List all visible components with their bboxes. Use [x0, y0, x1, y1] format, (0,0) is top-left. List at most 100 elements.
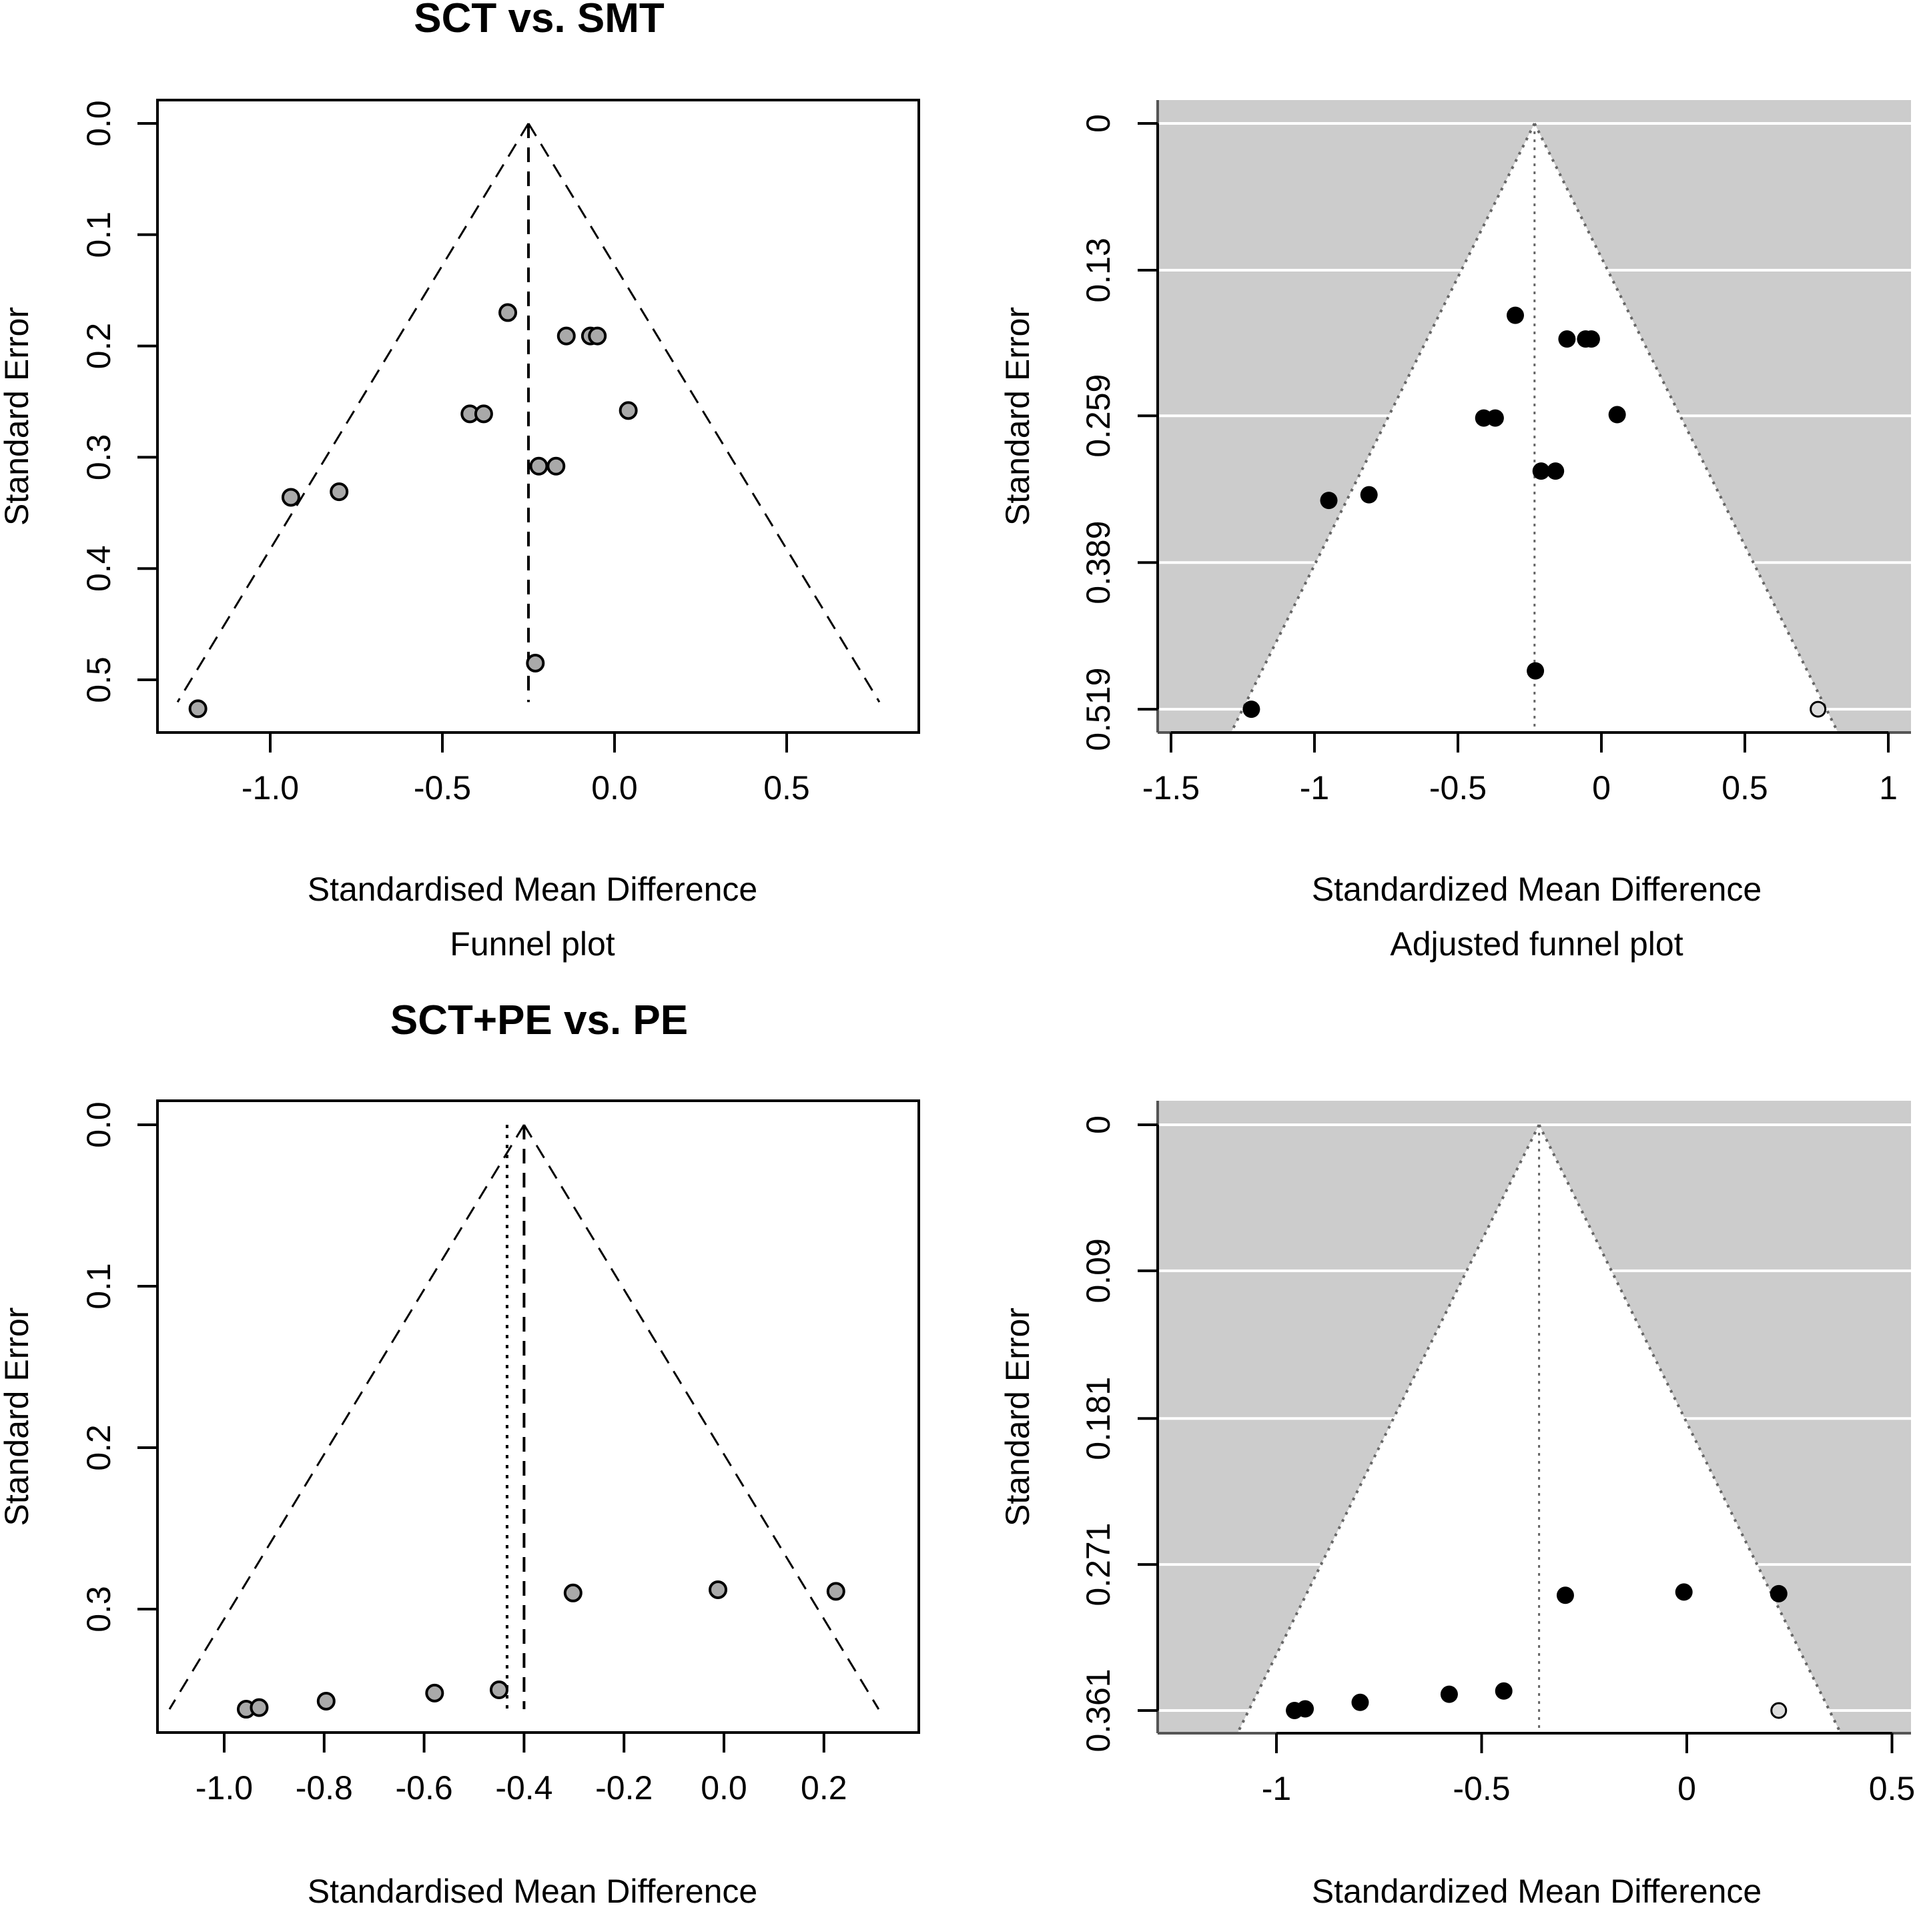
x-tick-label: 0.5 — [763, 769, 810, 807]
x-tick-label: -0.2 — [595, 1769, 653, 1807]
study-point — [1547, 462, 1565, 480]
chart-title: SCT+PE vs. PE — [390, 997, 688, 1043]
x-tick-label: -1.0 — [242, 769, 299, 807]
y-tick-label: 0.13 — [1080, 237, 1117, 302]
x-tick-label: 0.5 — [1721, 769, 1768, 807]
study-point — [563, 1583, 583, 1602]
study-point — [1242, 700, 1260, 718]
x-tick-label: 0.5 — [1869, 1770, 1915, 1807]
imputed-study-point — [1770, 1702, 1788, 1719]
y-tick-label: 0.0 — [80, 1101, 117, 1148]
study-point — [330, 482, 349, 502]
x-tick-label: 0 — [1592, 769, 1611, 807]
x-tick-label: -0.8 — [296, 1769, 353, 1807]
x-tick-label: 0.2 — [801, 1769, 847, 1807]
y-tick-label: 0.2 — [80, 1424, 117, 1471]
study-point — [1507, 306, 1524, 324]
funnel-right-edge — [1537, 1124, 1842, 1734]
study-point — [619, 401, 638, 420]
panel-sct-vs-smt-adjusted-funnel: -1.5 -1 -0.5 0 0.5 1 0 0.13 0.259 0.389 0.519 Stand… — [999, 100, 1911, 963]
x-tick-label: 0.0 — [591, 769, 638, 807]
plot-subtitle: Funnel plot — [450, 925, 615, 963]
imputed-study-point — [1810, 700, 1827, 718]
study-point — [1675, 1583, 1693, 1601]
study-point — [1558, 330, 1576, 348]
x-tick-label: -0.4 — [495, 1769, 552, 1807]
funnel-left-edge — [168, 1124, 525, 1710]
y-tick-label: 0.4 — [80, 545, 117, 592]
plot-box — [156, 1099, 920, 1734]
study-point — [709, 1580, 728, 1599]
study-point — [526, 653, 545, 672]
study-point — [316, 1691, 336, 1711]
y-tick-label: 0.1 — [80, 211, 117, 258]
y-tick-label: 0.2 — [80, 323, 117, 370]
x-tick-label: -0.5 — [1453, 1770, 1510, 1807]
x-tick-label: -1 — [1262, 1770, 1291, 1807]
y-tick-label: 0.389 — [1080, 521, 1117, 604]
study-point — [1556, 1586, 1574, 1604]
chart-title: SCT vs. SMT — [414, 0, 665, 41]
y-tick-label: 0 — [1080, 1115, 1117, 1134]
plot-subtitle: Funnel plot — [450, 1927, 615, 1932]
y-tick-label: 0.3 — [80, 434, 117, 481]
x-tick-label: -0.5 — [1429, 769, 1487, 807]
study-point — [188, 699, 208, 718]
y-axis-label: Standard Error — [999, 307, 1036, 526]
x-axis-label: Standardized Mean Difference — [1312, 871, 1762, 908]
funnel-left-edge — [1230, 123, 1536, 733]
x-tick-label: -1.5 — [1142, 769, 1200, 807]
study-point — [1486, 409, 1504, 427]
plot-subtitle: Adjusted funnel plot — [1390, 925, 1683, 963]
y-tick-label: 0.271 — [1080, 1523, 1117, 1606]
study-point — [1527, 662, 1545, 680]
plot-subtitle: Adjusted funnel plot — [1390, 1927, 1683, 1932]
x-tick-label: -1 — [1300, 769, 1329, 807]
study-point — [588, 326, 607, 346]
x-tick-label: 1 — [1879, 769, 1898, 807]
study-point — [1360, 486, 1378, 504]
study-point — [425, 1683, 444, 1703]
y-axis-label: Standard Error — [999, 1308, 1036, 1526]
study-point — [250, 1698, 269, 1717]
study-point — [1608, 406, 1626, 424]
study-point — [1440, 1685, 1458, 1703]
funnel-right-edge — [1533, 123, 1840, 733]
y-axis-label: Standard Error — [0, 1308, 35, 1526]
x-tick-label: 0.0 — [701, 1769, 747, 1807]
study-point — [1582, 330, 1600, 348]
funnel-left-edge — [1236, 1124, 1541, 1734]
y-tick-label: 0.09 — [1080, 1238, 1117, 1303]
y-tick-label: 0.259 — [1080, 374, 1117, 458]
study-point — [826, 1582, 845, 1601]
panel-sctpe-vs-pe-funnel: SCT+PE vs. PE -1.0 -0.8 -0.6 -0.4 -0.2 0.0 0.2 0… — [0, 997, 920, 1932]
panel-sct-vs-smt-funnel: SCT vs. SMT -1.0 -0.5 0.0 0.5 0.0 0.1 0.2 0.3 0.4… — [0, 0, 920, 963]
study-point — [1770, 1584, 1788, 1602]
x-axis-label: Standardised Mean Difference — [308, 871, 758, 908]
x-tick-label: -0.5 — [414, 769, 471, 807]
y-tick-label: 0.5 — [80, 656, 117, 703]
funnel-right-edge — [523, 1124, 880, 1710]
y-tick-label: 0.0 — [80, 100, 117, 147]
study-point — [1351, 1693, 1369, 1711]
x-tick-label: -0.6 — [396, 1769, 453, 1807]
study-point — [529, 456, 548, 476]
x-tick-label: -1.0 — [196, 1769, 253, 1807]
study-point — [474, 404, 493, 424]
funnel-left-edge — [176, 123, 530, 703]
x-axis-label: Standardized Mean Difference — [1312, 1873, 1762, 1910]
y-tick-label: 0 — [1080, 114, 1117, 133]
study-point — [1296, 1700, 1314, 1718]
study-point — [489, 1680, 508, 1699]
x-axis-label: Standardised Mean Difference — [308, 1873, 758, 1910]
study-point — [498, 303, 518, 322]
plot-box — [156, 99, 920, 734]
y-tick-label: 0.181 — [1080, 1377, 1117, 1460]
y-tick-label: 0.519 — [1080, 668, 1117, 751]
y-tick-label: 0.361 — [1080, 1668, 1117, 1752]
study-point — [546, 456, 566, 476]
funnel-right-edge — [527, 123, 881, 703]
y-axis-label: Standard Error — [0, 307, 35, 526]
panel-sctpe-vs-pe-adjusted-funnel: -1 -0.5 0 0.5 0 0.09 0.181 0.271 0.361 Standard E… — [999, 1101, 1915, 1932]
